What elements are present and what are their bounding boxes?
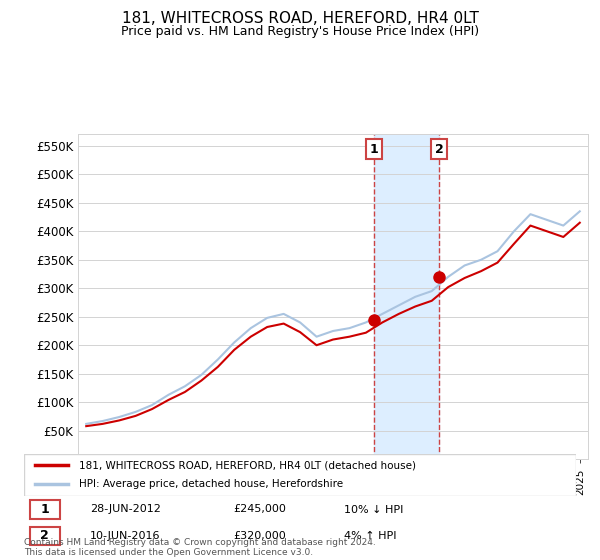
Text: 181, WHITECROSS ROAD, HEREFORD, HR4 0LT: 181, WHITECROSS ROAD, HEREFORD, HR4 0LT: [122, 11, 478, 26]
Text: 4% ↑ HPI: 4% ↑ HPI: [344, 531, 397, 541]
Text: 10-JUN-2016: 10-JUN-2016: [90, 531, 161, 541]
Text: 1: 1: [40, 503, 49, 516]
Text: Price paid vs. HM Land Registry's House Price Index (HPI): Price paid vs. HM Land Registry's House …: [121, 25, 479, 38]
Text: 10% ↓ HPI: 10% ↓ HPI: [344, 505, 404, 515]
FancyBboxPatch shape: [24, 454, 576, 496]
Text: 1: 1: [370, 142, 379, 156]
Text: HPI: Average price, detached house, Herefordshire: HPI: Average price, detached house, Here…: [79, 479, 343, 489]
Text: 2: 2: [434, 142, 443, 156]
FancyBboxPatch shape: [29, 501, 60, 519]
Bar: [374, 134, 439, 459]
Text: 181, WHITECROSS ROAD, HEREFORD, HR4 0LT (detached house): 181, WHITECROSS ROAD, HEREFORD, HR4 0LT …: [79, 460, 416, 470]
Text: Contains HM Land Registry data © Crown copyright and database right 2024.
This d: Contains HM Land Registry data © Crown c…: [24, 538, 376, 557]
Text: 28-JUN-2012: 28-JUN-2012: [90, 505, 161, 515]
Text: 2: 2: [40, 529, 49, 542]
FancyBboxPatch shape: [29, 526, 60, 545]
Text: £320,000: £320,000: [234, 531, 287, 541]
Text: £245,000: £245,000: [234, 505, 287, 515]
